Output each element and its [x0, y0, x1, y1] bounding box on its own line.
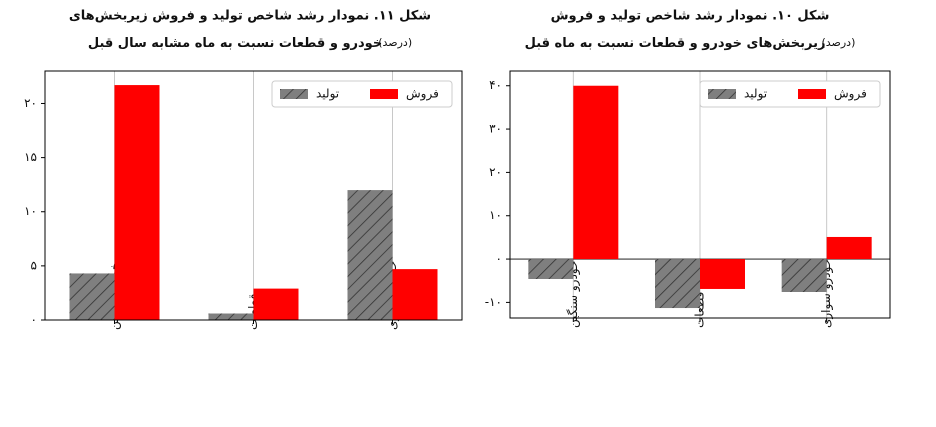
y-tick-label: ۲۰: [489, 165, 502, 179]
y-tick-label: ۳۰: [489, 122, 502, 136]
legend-label: فروش: [834, 87, 867, 102]
title-unit: (درصد): [821, 36, 855, 49]
bar: [573, 85, 619, 260]
y-tick-label: ۱۰: [489, 208, 502, 222]
bar: [826, 236, 872, 260]
bar: [655, 259, 700, 309]
chart-title: (درصد)زیربخش‌های خودرو و قطعات نسبت به م…: [525, 36, 856, 51]
bar: [347, 190, 393, 320]
legend-box: [699, 80, 881, 108]
legend-swatch: [280, 89, 308, 99]
bar: [392, 269, 438, 320]
bar: [253, 288, 299, 320]
legend-swatch: [798, 89, 826, 99]
y-tick-label: ۰: [31, 313, 37, 327]
plot-frame: [44, 70, 463, 321]
chart-title: (درصد)خودرو و قطعات نسبت به ماه مشابه سا…: [88, 36, 412, 51]
title-unit: (درصد): [378, 36, 412, 49]
legend-label: تولید: [744, 87, 767, 102]
bar: [69, 273, 115, 320]
bar: [700, 259, 745, 289]
y-tick-label: ۰: [496, 252, 502, 266]
legend-box: [271, 80, 453, 108]
bar: [208, 313, 254, 320]
legend-label: تولید: [316, 87, 339, 102]
bar: [114, 85, 160, 320]
bar: [528, 259, 574, 279]
chart-title: شکل ۱۱. نمودار رشد شاخص تولید و فروش زیر…: [69, 9, 431, 24]
bar: [781, 259, 827, 292]
y-tick-label: ۵: [31, 258, 37, 272]
y-tick-label: ۴۰: [489, 78, 502, 92]
y-tick-label: ۱۵: [24, 150, 37, 164]
plot-frame: [509, 70, 891, 319]
legend-swatch: [370, 89, 398, 99]
y-tick-label: ۱۰: [24, 204, 37, 218]
legend-swatch: [708, 89, 736, 99]
title-text: زیربخش‌های خودرو و قطعات نسبت به ماه قبل: [525, 36, 826, 51]
title-text: خودرو و قطعات نسبت به ماه مشابه سال قبل: [88, 36, 382, 51]
y-tick-label: ۲۰: [24, 96, 37, 110]
chart-title: شکل ۱۰. نمودار رشد شاخص تولید و فروش: [551, 9, 830, 24]
y-tick-label: -۱۰: [485, 295, 502, 309]
legend-label: فروش: [406, 87, 439, 102]
